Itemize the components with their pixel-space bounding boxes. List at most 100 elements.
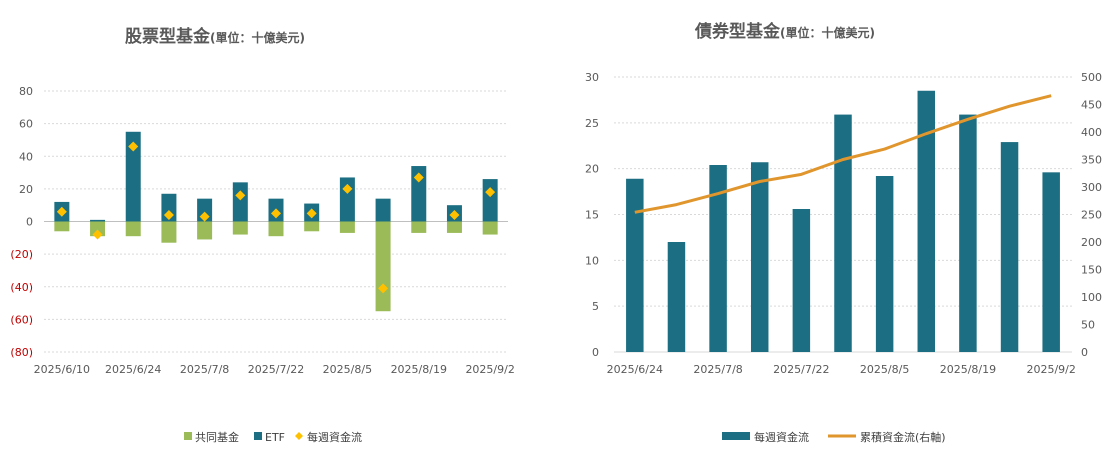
- bar-weekly-flow: [709, 165, 727, 352]
- bar-mutual-fund: [161, 221, 177, 243]
- bar-weekly-flow: [959, 114, 977, 352]
- legend-label-weekly-flow: 每週資金流: [307, 430, 362, 444]
- chart-title-unit: (單位：十億美元): [210, 30, 305, 45]
- bar-mutual-fund: [375, 221, 391, 312]
- bar-mutual-fund: [125, 221, 141, 237]
- bar-mutual-fund: [268, 221, 284, 237]
- bar-etf: [482, 179, 498, 222]
- y-tick-label: 25: [585, 117, 599, 130]
- marker-weekly-flow: [378, 283, 389, 294]
- bar-etf: [232, 182, 248, 222]
- bar-weekly-flow: [917, 90, 936, 352]
- marker-weekly-flow: [413, 172, 424, 183]
- bar-weekly-flow: [875, 176, 894, 352]
- legend-label-cumulative-flow: 累積資金流(右軸): [860, 430, 946, 444]
- y2-tick-label: 350: [1081, 154, 1102, 167]
- x-tick-label: 2025/9/2: [465, 363, 514, 376]
- y-tick-label: 0: [26, 216, 33, 229]
- y-tick-label: 60: [19, 118, 33, 131]
- bar-etf: [90, 219, 106, 222]
- bar-mutual-fund: [339, 221, 355, 233]
- marker-weekly-flow: [163, 209, 174, 220]
- bar-etf: [411, 166, 427, 222]
- y2-tick-label: 50: [1081, 319, 1095, 332]
- y-tick-label: 10: [585, 254, 599, 267]
- y2-tick-label: 0: [1081, 346, 1088, 359]
- y-tick-label: (60): [10, 313, 33, 326]
- marker-weekly-flow: [342, 183, 353, 194]
- bar-weekly-flow: [667, 242, 686, 352]
- y-tick-label: 0: [592, 346, 599, 359]
- y-tick-label: 20: [585, 163, 599, 176]
- marker-weekly-flow: [449, 209, 460, 220]
- y-tick-label: 40: [19, 150, 33, 163]
- y2-tick-label: 150: [1081, 264, 1102, 277]
- marker-weekly-flow: [92, 229, 103, 240]
- y-tick-label: 20: [19, 183, 33, 196]
- bar-weekly-flow: [626, 178, 644, 352]
- y-tick-label: 30: [585, 71, 599, 84]
- legend-swatch-weekly-flow: [722, 432, 750, 440]
- legend-swatch-mutual-fund: [184, 432, 192, 440]
- y2-tick-label: 450: [1081, 99, 1102, 112]
- y-tick-label: (40): [10, 281, 33, 294]
- y2-tick-label: 400: [1081, 126, 1102, 139]
- legend-swatch-weekly-flow: [295, 432, 303, 440]
- bond-fund-chart: 債券型基金(單位：十億美元)05101520253005010015020025…: [585, 21, 1102, 444]
- marker-weekly-flow: [128, 141, 139, 152]
- x-tick-label: 2025/8/19: [391, 363, 447, 376]
- chart-title-main: 股票型基金: [125, 26, 211, 47]
- marker-weekly-flow: [235, 190, 246, 201]
- y2-tick-label: 300: [1081, 181, 1102, 194]
- y-tick-label: 15: [585, 209, 599, 222]
- bar-mutual-fund: [197, 221, 213, 240]
- x-tick-label: 2025/7/8: [180, 363, 229, 376]
- x-tick-label: 2025/8/5: [323, 363, 372, 376]
- x-tick-label: 2025/8/19: [940, 363, 996, 376]
- x-tick-label: 2025/6/24: [607, 363, 663, 376]
- bar-mutual-fund: [482, 221, 498, 235]
- y-tick-label: (80): [10, 346, 33, 359]
- chart-title: 股票型基金(單位：十億美元): [125, 26, 305, 47]
- x-tick-label: 2025/6/24: [105, 363, 161, 376]
- bar-mutual-fund: [411, 221, 427, 233]
- legend-label-weekly-flow: 每週資金流: [754, 430, 809, 444]
- marker-weekly-flow: [306, 208, 317, 219]
- legend-label-mutual-fund: 共同基金: [195, 430, 239, 444]
- x-tick-label: 2025/7/22: [773, 363, 829, 376]
- bar-mutual-fund: [232, 221, 248, 235]
- bar-etf: [375, 198, 391, 222]
- y2-tick-label: 250: [1081, 209, 1102, 222]
- bar-mutual-fund: [446, 221, 462, 233]
- bar-weekly-flow: [792, 209, 811, 352]
- legend-label-etf: ETF: [265, 431, 285, 444]
- bar-weekly-flow: [750, 162, 769, 352]
- x-tick-label: 2025/6/10: [34, 363, 90, 376]
- bar-etf: [125, 131, 141, 222]
- marker-weekly-flow: [485, 187, 496, 198]
- chart-title: 債券型基金(單位：十億美元): [694, 21, 875, 42]
- bar-weekly-flow: [834, 114, 852, 352]
- x-tick-label: 2025/8/5: [860, 363, 909, 376]
- marker-weekly-flow: [271, 208, 281, 219]
- bar-weekly-flow: [1000, 142, 1019, 352]
- y2-tick-label: 500: [1081, 71, 1102, 84]
- marker-weekly-flow: [56, 206, 67, 217]
- chart-title-unit: (單位：十億美元): [780, 25, 875, 40]
- x-tick-label: 2025/9/2: [1026, 363, 1075, 376]
- bar-mutual-fund: [90, 221, 106, 237]
- bar-mutual-fund: [304, 221, 320, 232]
- x-tick-label: 2025/7/22: [248, 363, 304, 376]
- marker-weekly-flow: [199, 211, 210, 222]
- y-tick-label: 5: [592, 300, 599, 313]
- y2-tick-label: 200: [1081, 236, 1102, 249]
- chart-title-main: 債券型基金: [694, 21, 781, 42]
- y-tick-label: 80: [19, 85, 33, 98]
- equity-fund-chart: 股票型基金(單位：十億美元)806040200(20)(40)(60)(80)2…: [10, 26, 514, 444]
- bar-mutual-fund: [54, 221, 70, 232]
- y-tick-label: (20): [10, 248, 33, 261]
- x-tick-label: 2025/7/8: [693, 363, 742, 376]
- bar-weekly-flow: [1042, 172, 1060, 352]
- legend-swatch-etf: [254, 432, 262, 440]
